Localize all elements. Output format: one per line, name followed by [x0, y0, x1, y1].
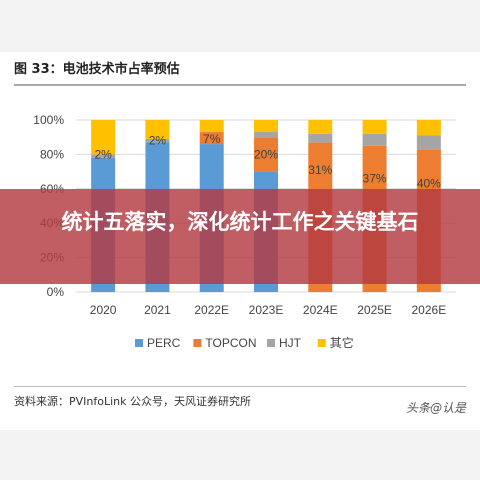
- x-tick-label: 2026E: [412, 303, 447, 317]
- figure-title: 图 33：电池技术市占率预估: [14, 62, 180, 77]
- headline-banner: [0, 189, 480, 284]
- top-band: [0, 0, 480, 52]
- bar-segment: [362, 133, 387, 146]
- watermark: 头条@认是: [405, 401, 466, 415]
- source-rule: [14, 386, 466, 387]
- data-label: 7%: [203, 132, 221, 146]
- y-tick-label: 100%: [33, 113, 64, 127]
- x-tick-label: 2022E: [194, 303, 229, 317]
- title-rule: [14, 84, 466, 86]
- data-label: 2%: [94, 147, 112, 161]
- x-tick-label: 2024E: [303, 303, 338, 317]
- bar-segment: [362, 120, 387, 134]
- legend-label: 其它: [330, 335, 354, 350]
- legend-swatch: [193, 339, 202, 347]
- legend-swatch: [317, 339, 326, 347]
- bar-segment: [145, 120, 170, 139]
- bar-segment: [199, 120, 224, 133]
- legend-label: HJT: [279, 336, 302, 350]
- headline-text: 统计五落实，深化统计工作之关键基石: [61, 210, 419, 234]
- bar-segment: [254, 132, 278, 138]
- bar-segment: [199, 132, 224, 145]
- bar-segment: [254, 137, 278, 172]
- data-label: 40%: [417, 177, 441, 191]
- bar-segment: [308, 120, 333, 134]
- data-label: 2%: [149, 134, 167, 148]
- bar-segment: [308, 133, 333, 143]
- y-tick-label: 0%: [47, 285, 65, 299]
- bar-segment: [145, 138, 170, 143]
- bottom-band: [0, 430, 480, 480]
- bar-segment: [416, 120, 441, 136]
- data-label: 31%: [308, 163, 332, 177]
- bar-segment: [254, 120, 278, 133]
- x-tick-label: 2020: [90, 303, 117, 317]
- bar-segment: [91, 120, 116, 155]
- data-label: 20%: [254, 147, 278, 161]
- x-tick-label: 2021: [144, 303, 171, 317]
- x-tick-label: 2023E: [249, 303, 284, 317]
- legend-swatch: [267, 339, 275, 347]
- legend-swatch: [135, 339, 143, 347]
- legend-label: PERC: [147, 336, 181, 350]
- source-note: 资料来源：PVInfoLink 公众号，天风证券研究所: [14, 395, 251, 408]
- bar-segment: [91, 154, 116, 158]
- bar-segment: [416, 135, 441, 150]
- x-tick-label: 2025E: [357, 303, 392, 317]
- data-label: 37%: [363, 171, 387, 185]
- legend-label: TOPCON: [205, 336, 256, 350]
- y-tick-label: 80%: [40, 147, 64, 161]
